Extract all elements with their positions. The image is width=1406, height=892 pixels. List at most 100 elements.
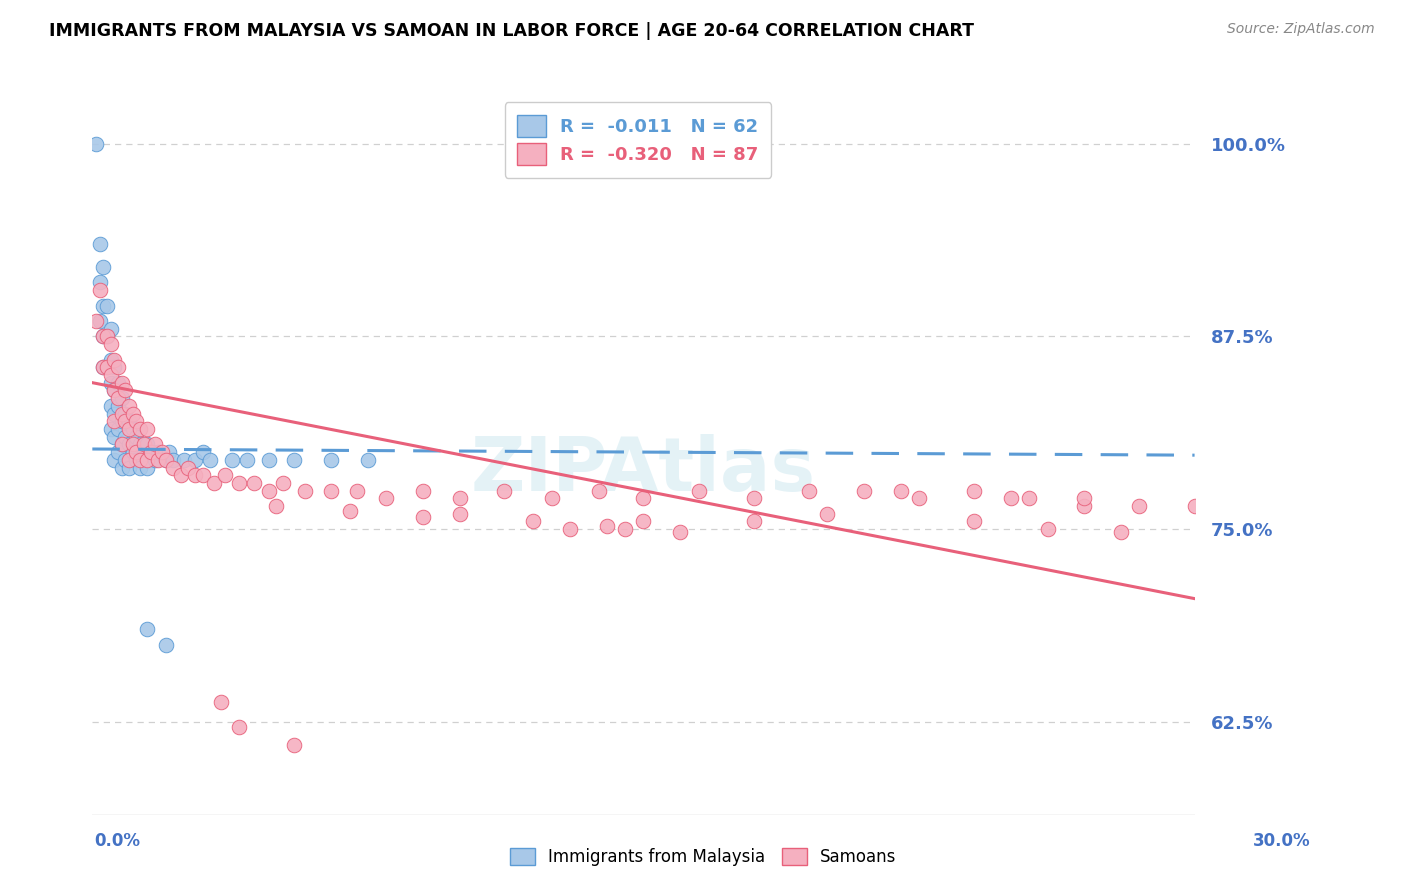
- Point: [159, 445, 181, 459]
- Point: [84, 136, 107, 151]
- Point: [121, 422, 143, 436]
- Point: [148, 445, 170, 459]
- Point: [96, 329, 118, 343]
- Point: [114, 407, 136, 421]
- Point: [797, 483, 820, 498]
- Point: [107, 376, 129, 390]
- Point: [184, 468, 207, 483]
- Point: [111, 391, 134, 405]
- Point: [257, 452, 280, 467]
- Point: [522, 515, 544, 529]
- Point: [1184, 499, 1206, 513]
- Point: [209, 695, 232, 709]
- Point: [357, 452, 380, 467]
- Point: [221, 452, 243, 467]
- Point: [139, 445, 162, 459]
- Point: [283, 452, 305, 467]
- Point: [136, 623, 159, 637]
- Legend: Immigrants from Malaysia, Samoans: Immigrants from Malaysia, Samoans: [503, 841, 903, 873]
- Point: [103, 430, 125, 444]
- Point: [375, 491, 398, 506]
- Point: [162, 452, 184, 467]
- Point: [558, 522, 581, 536]
- Point: [243, 475, 266, 490]
- Point: [492, 483, 515, 498]
- Point: [257, 483, 280, 498]
- Point: [103, 452, 125, 467]
- Point: [742, 515, 765, 529]
- Point: [129, 437, 152, 451]
- Point: [633, 491, 655, 506]
- Point: [596, 519, 619, 533]
- Point: [139, 445, 162, 459]
- Point: [162, 460, 184, 475]
- Point: [633, 515, 655, 529]
- Point: [100, 337, 122, 351]
- Point: [155, 638, 177, 652]
- Point: [540, 491, 562, 506]
- Point: [111, 407, 134, 421]
- Point: [191, 445, 214, 459]
- Point: [1000, 491, 1022, 506]
- Point: [89, 236, 111, 251]
- Point: [107, 399, 129, 413]
- Point: [107, 422, 129, 436]
- Point: [283, 738, 305, 752]
- Point: [184, 452, 207, 467]
- Point: [114, 414, 136, 428]
- Point: [118, 437, 141, 451]
- Point: [235, 452, 257, 467]
- Point: [111, 376, 134, 390]
- Point: [100, 399, 122, 413]
- Point: [228, 720, 250, 734]
- Point: [96, 299, 118, 313]
- Point: [963, 483, 986, 498]
- Point: [412, 483, 434, 498]
- Point: [264, 499, 287, 513]
- Point: [84, 314, 107, 328]
- Text: 30.0%: 30.0%: [1253, 831, 1310, 849]
- Point: [118, 414, 141, 428]
- Point: [588, 483, 610, 498]
- Point: [107, 360, 129, 375]
- Point: [449, 507, 471, 521]
- Point: [890, 483, 912, 498]
- Point: [143, 452, 166, 467]
- Point: [96, 360, 118, 375]
- Point: [177, 460, 200, 475]
- Point: [89, 276, 111, 290]
- Point: [118, 399, 141, 413]
- Point: [1073, 491, 1095, 506]
- Point: [449, 491, 471, 506]
- Point: [100, 422, 122, 436]
- Point: [294, 483, 316, 498]
- Point: [202, 475, 225, 490]
- Point: [669, 525, 692, 540]
- Point: [346, 483, 368, 498]
- Point: [100, 368, 122, 382]
- Point: [852, 483, 875, 498]
- Point: [111, 460, 134, 475]
- Text: Source: ZipAtlas.com: Source: ZipAtlas.com: [1227, 22, 1375, 37]
- Point: [103, 414, 125, 428]
- Point: [93, 329, 115, 343]
- Point: [1128, 499, 1150, 513]
- Point: [125, 445, 148, 459]
- Point: [103, 360, 125, 375]
- Point: [688, 483, 710, 498]
- Text: IMMIGRANTS FROM MALAYSIA VS SAMOAN IN LABOR FORCE | AGE 20-64 CORRELATION CHART: IMMIGRANTS FROM MALAYSIA VS SAMOAN IN LA…: [49, 22, 974, 40]
- Text: 0.0%: 0.0%: [94, 831, 141, 849]
- Point: [150, 445, 173, 459]
- Point: [214, 468, 236, 483]
- Point: [125, 430, 148, 444]
- Point: [114, 452, 136, 467]
- Point: [111, 437, 134, 451]
- Point: [155, 452, 177, 467]
- Point: [93, 360, 115, 375]
- Point: [114, 430, 136, 444]
- Point: [136, 422, 159, 436]
- Point: [412, 509, 434, 524]
- Point: [93, 360, 115, 375]
- Point: [132, 437, 155, 451]
- Point: [143, 437, 166, 451]
